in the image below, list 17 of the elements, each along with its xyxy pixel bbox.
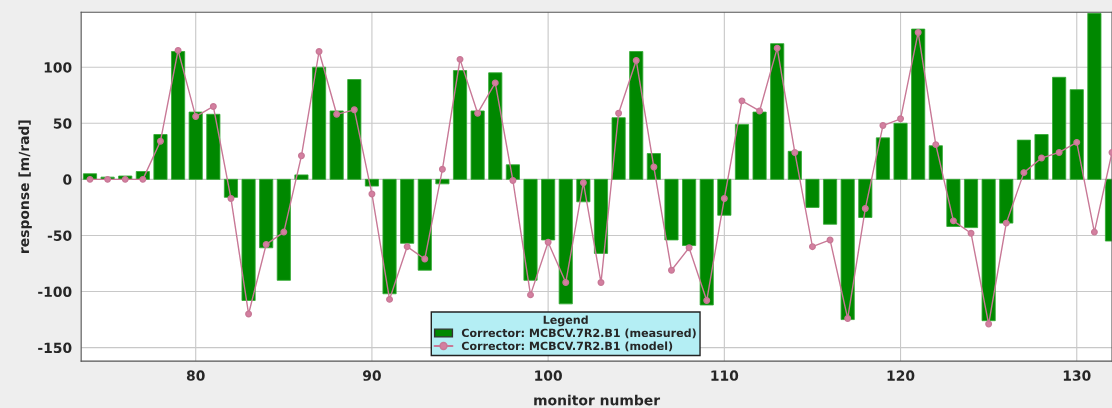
y-tick-label: -150 [38,342,72,354]
y-tick-label: 50 [53,118,72,129]
legend-label: Corrector: MCBCV.7R2.B1 (model) [461,341,673,352]
x-tick-label: 100 [535,370,562,381]
legend-label: Corrector: MCBCV.7R2.B1 (measured) [461,328,696,339]
y-tick-label: -50 [47,230,72,241]
x-tick-label: 120 [887,370,915,381]
y-tick-label: 0 [63,174,72,185]
y-axis-title: response [m/rad] [18,120,32,253]
x-tick-label: 110 [711,370,739,381]
x-axis-title: monitor number [534,394,661,406]
y-tick-label: 100 [44,62,72,73]
x-tick-label: 130 [1063,370,1091,381]
y-tick-label: -100 [38,286,72,298]
legend-title: Legend [543,315,588,327]
x-tick-label: 90 [362,370,381,381]
x-tick-label: 80 [186,370,205,381]
